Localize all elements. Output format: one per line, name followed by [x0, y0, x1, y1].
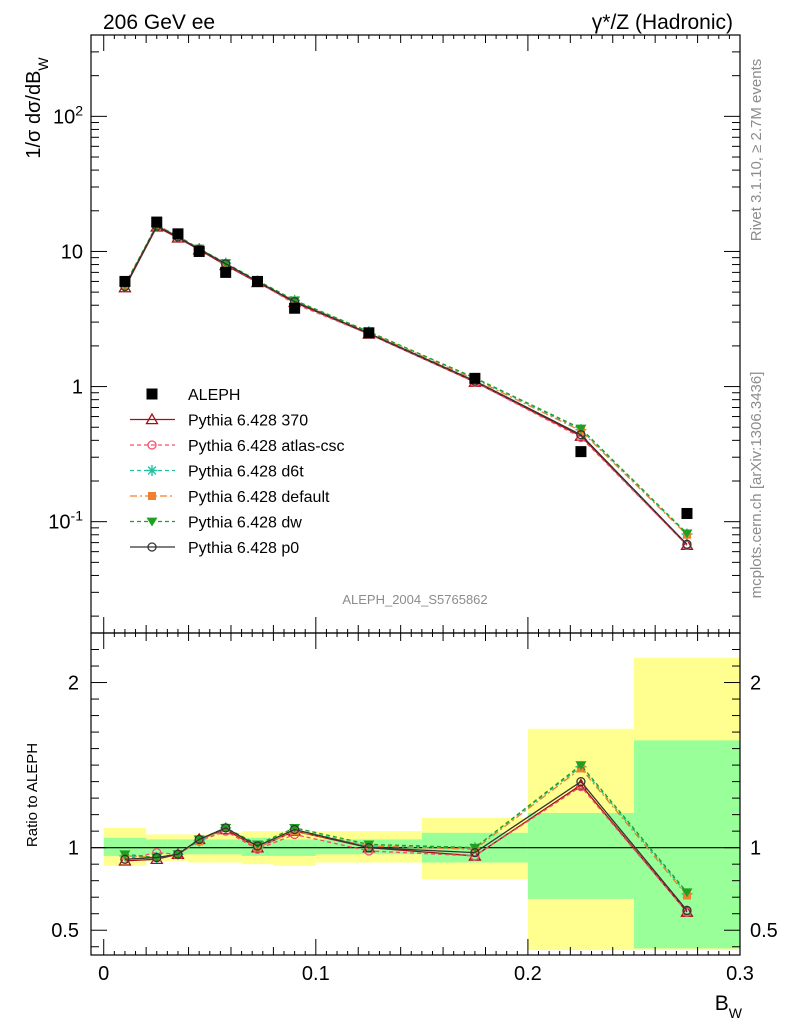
ratio-series-point	[576, 776, 586, 787]
legend-marker	[148, 492, 156, 500]
main-y-tick-label: 10	[61, 241, 83, 263]
aleph-data-point	[681, 507, 693, 519]
legend-label: Pythia 6.428 dw	[188, 515, 302, 532]
aleph-data-point	[220, 266, 232, 278]
ratio-series-point	[289, 824, 300, 835]
ratio-series-point	[681, 888, 693, 898]
ratio-series-point	[682, 905, 692, 916]
legend: ALEPH Pythia 6.428 370 Pythia 6.428 atlas-…	[130, 387, 345, 557]
main-series-point	[576, 430, 586, 440]
legend-label: Pythia 6.428 default	[188, 489, 330, 506]
legend-marker	[147, 542, 157, 552]
header-left-label: 206 GeV ee	[103, 11, 215, 34]
main-y-tick-label: 102	[53, 102, 83, 128]
ratio-band-inner	[633, 740, 740, 949]
main-y-tick-label: 10-1	[48, 508, 83, 534]
legend-marker	[146, 465, 158, 476]
main-series-point	[681, 529, 693, 539]
ratio-series-point	[152, 852, 162, 863]
ratio-series-point	[364, 843, 374, 853]
ratio-bands-layer	[103, 657, 740, 951]
legend-label: Pythia 6.428 d6t	[188, 464, 304, 481]
legend-marker	[147, 440, 157, 450]
ratio-series-point	[252, 841, 263, 851]
aleph-data-point	[363, 327, 375, 339]
rivet-version-label: Rivet 3.1.10, ≥ 2.7M events	[748, 59, 765, 242]
ratio-plot-frame	[90, 632, 741, 956]
aleph-data-point	[575, 446, 587, 458]
aleph-data-point	[119, 275, 131, 287]
aleph-data-point	[251, 275, 263, 287]
legend-marker-aleph	[146, 388, 158, 400]
header-right-label: γ*/Z (Hadronic)	[592, 11, 733, 34]
ratio-band-inner	[146, 839, 168, 855]
x-tick-label: 0	[98, 963, 109, 985]
aleph-data-point	[172, 228, 184, 240]
x-tick-label: 0.1	[302, 963, 330, 985]
main-series-point	[682, 539, 692, 549]
ratio-series-line	[124, 780, 688, 911]
legend-marker	[145, 412, 159, 425]
series-layer	[118, 216, 694, 917]
axes-layer: 0 0.1 0.2 0.3 10-1 1 10 102 0.5 0.5 1 1 2 2	[48, 34, 778, 985]
ratio-y-tick-label-right: 1	[750, 838, 761, 860]
aleph-data-point	[193, 245, 205, 257]
ratio-series-point	[118, 854, 132, 866]
ratio-y-tick-label-right: 2	[750, 673, 761, 695]
main-series-point	[575, 424, 587, 434]
aleph-data-point	[469, 372, 481, 384]
x-tick-label: 0.3	[726, 963, 754, 985]
main-series-line	[124, 224, 688, 535]
ratio-series-point	[173, 849, 183, 859]
aleph-data-point	[151, 216, 163, 228]
legend-label: Pythia 6.428 atlas-csc	[188, 438, 345, 455]
ratio-y-tick-label: 0.5	[51, 920, 79, 942]
main-y-tick-label: 1	[72, 377, 83, 399]
main-y-tick-exponent: 2	[75, 102, 83, 118]
ratio-series-point	[120, 854, 130, 864]
ratio-y-tick-label-right: 0.5	[750, 920, 778, 942]
main-series-line	[124, 224, 688, 534]
ratio-band-inner	[103, 837, 147, 856]
ratio-series-point	[194, 834, 204, 845]
main-y-axis-label: 1/σ dσ/dBW	[23, 57, 51, 159]
x-axis-label: BW	[715, 992, 743, 1021]
ratio-series-point	[575, 761, 587, 771]
legend-label: Pythia 6.428 p0	[188, 540, 299, 557]
aleph-data-point	[289, 302, 301, 314]
ratio-band-inner	[209, 839, 242, 855]
x-tick-label: 0.2	[514, 963, 542, 985]
ratio-y-tick-label: 2	[68, 673, 79, 695]
legend-label: Pythia 6.428 370	[188, 413, 308, 430]
mcplots-label: mcplots.cern.ch [arXiv:1306.3436]	[748, 372, 765, 599]
ratio-series-point	[363, 840, 375, 850]
ratio-series-point	[470, 847, 480, 858]
ratio-y-axis-label: Ratio to ALEPH	[24, 743, 41, 847]
ratio-y-tick-label: 1	[68, 838, 79, 860]
legend-label-aleph: ALEPH	[188, 387, 240, 404]
main-y-tick-exponent: -1	[71, 508, 84, 524]
analysis-id-label: ALEPH_2004_S5765862	[342, 592, 487, 607]
legend-marker	[146, 517, 158, 527]
ratio-series-point	[221, 823, 231, 833]
